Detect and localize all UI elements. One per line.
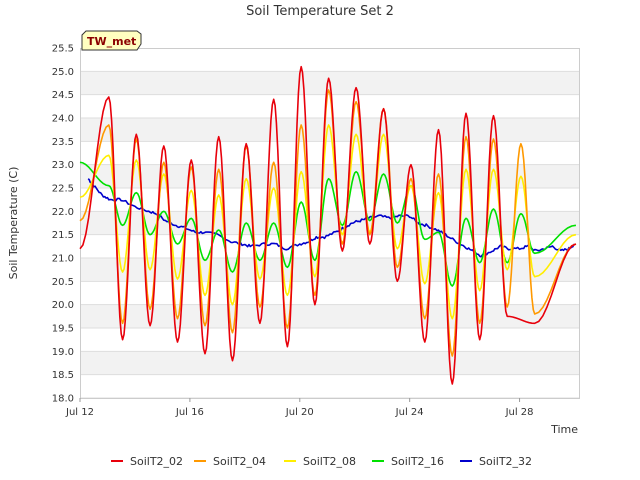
y-tick-label: 22.0: [52, 207, 74, 218]
grid-band: [80, 94, 580, 118]
grid-band: [80, 351, 580, 375]
series-lines: [79, 65, 577, 385]
plot-frame: [80, 48, 580, 399]
x-tick-label: Jul 16: [175, 407, 204, 418]
y-tick-label: 21.5: [52, 230, 74, 241]
y-tick-label: 20.5: [52, 277, 74, 288]
grid-band: [80, 141, 580, 165]
y-tick-label: 23.5: [52, 137, 74, 148]
x-tick-label: Jul 24: [395, 407, 424, 418]
x-tick-label: Jul 28: [505, 407, 534, 418]
grid-band: [80, 188, 580, 212]
x-tick-label: Jul 20: [285, 407, 314, 418]
series-line-soilt2_02: [79, 65, 577, 385]
site-label-badge: TW_met: [81, 30, 142, 51]
legend-label: SoilT2_02: [130, 455, 183, 468]
y-tick-label: 25.5: [52, 44, 74, 55]
y-axis-label: Soil Temperature (C): [7, 167, 20, 280]
grid-band: [80, 328, 580, 352]
legend-label: SoilT2_08: [303, 455, 356, 468]
x-axis-ticks: Jul 12 Jul 16 Jul 20 Jul 24 Jul 28: [65, 398, 534, 418]
y-tick-label: 22.5: [52, 184, 74, 195]
y-tick-label: 18.5: [52, 370, 74, 381]
grid-band: [80, 48, 580, 72]
legend-label: SoilT2_32: [479, 455, 532, 468]
x-tick-label: Jul 12: [65, 407, 94, 418]
y-tick-label: 25.0: [52, 67, 74, 78]
legend-label: SoilT2_16: [391, 455, 444, 468]
x-axis-label: Time: [550, 423, 578, 436]
y-tick-label: 20.0: [52, 300, 74, 311]
y-tick-label: 19.5: [52, 324, 74, 335]
grid-bands: [80, 48, 580, 399]
legend: SoilT2_02 SoilT2_04 SoilT2_08 SoilT2_16 Soil…: [111, 455, 532, 468]
y-tick-label: 23.0: [52, 160, 74, 171]
y-tick-label: 21.0: [52, 254, 74, 265]
y-tick-label: 19.0: [52, 347, 74, 358]
legend-label: SoilT2_04: [213, 455, 266, 468]
grid-band: [80, 211, 580, 235]
y-axis-ticks: 18.0 18.5 19.0 19.5 20.0 20.5 21.0 21.5 22.0 22.5…: [52, 44, 74, 405]
site-label: TW_met: [87, 35, 136, 48]
y-tick-label: 24.5: [52, 90, 74, 101]
chart-title: Soil Temperature Set 2: [246, 4, 394, 19]
grid-band: [80, 374, 580, 398]
y-tick-label: 18.0: [52, 394, 74, 405]
y-tick-label: 24.0: [52, 114, 74, 125]
grid-band: [80, 164, 580, 188]
